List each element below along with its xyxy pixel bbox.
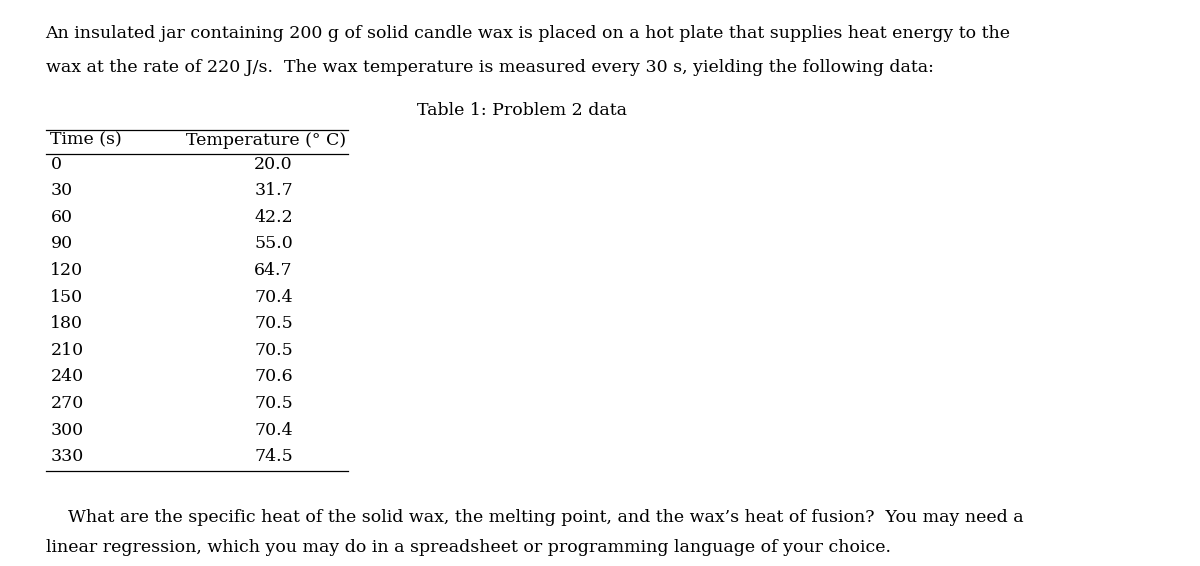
Text: 42.2: 42.2 [254,209,293,226]
Text: 90: 90 [50,235,72,252]
Text: 31.7: 31.7 [254,182,293,199]
Text: linear regression, which you may do in a spreadsheet or programming language of : linear regression, which you may do in a… [46,539,890,556]
Text: Time (s): Time (s) [50,132,122,149]
Text: 330: 330 [50,448,84,465]
Text: 60: 60 [50,209,72,226]
Text: wax at the rate of 220 J/s.  The wax temperature is measured every 30 s, yieldin: wax at the rate of 220 J/s. The wax temp… [46,59,934,76]
Text: 300: 300 [50,422,84,439]
Text: 74.5: 74.5 [254,448,293,465]
Text: 120: 120 [50,262,84,279]
Text: 70.5: 70.5 [254,315,293,332]
Text: 70.6: 70.6 [254,368,293,385]
Text: 0: 0 [50,156,61,173]
Text: 70.4: 70.4 [254,289,293,306]
Text: 20.0: 20.0 [254,156,293,173]
Text: 64.7: 64.7 [254,262,293,279]
Text: 70.5: 70.5 [254,395,293,412]
Text: 150: 150 [50,289,84,306]
Text: 70.5: 70.5 [254,342,293,359]
Text: 30: 30 [50,182,72,199]
Text: 55.0: 55.0 [254,235,293,252]
Text: What are the specific heat of the solid wax, the melting point, and the wax’s he: What are the specific heat of the solid … [46,509,1024,526]
Text: 240: 240 [50,368,84,385]
Text: 210: 210 [50,342,84,359]
Text: An insulated jar containing 200 g of solid candle wax is placed on a hot plate t: An insulated jar containing 200 g of sol… [46,25,1010,42]
Text: 70.4: 70.4 [254,422,293,439]
Text: 270: 270 [50,395,84,412]
Text: 180: 180 [50,315,84,332]
Text: Table 1: Problem 2 data: Table 1: Problem 2 data [418,102,628,119]
Text: Temperature (° C): Temperature (° C) [186,132,346,149]
